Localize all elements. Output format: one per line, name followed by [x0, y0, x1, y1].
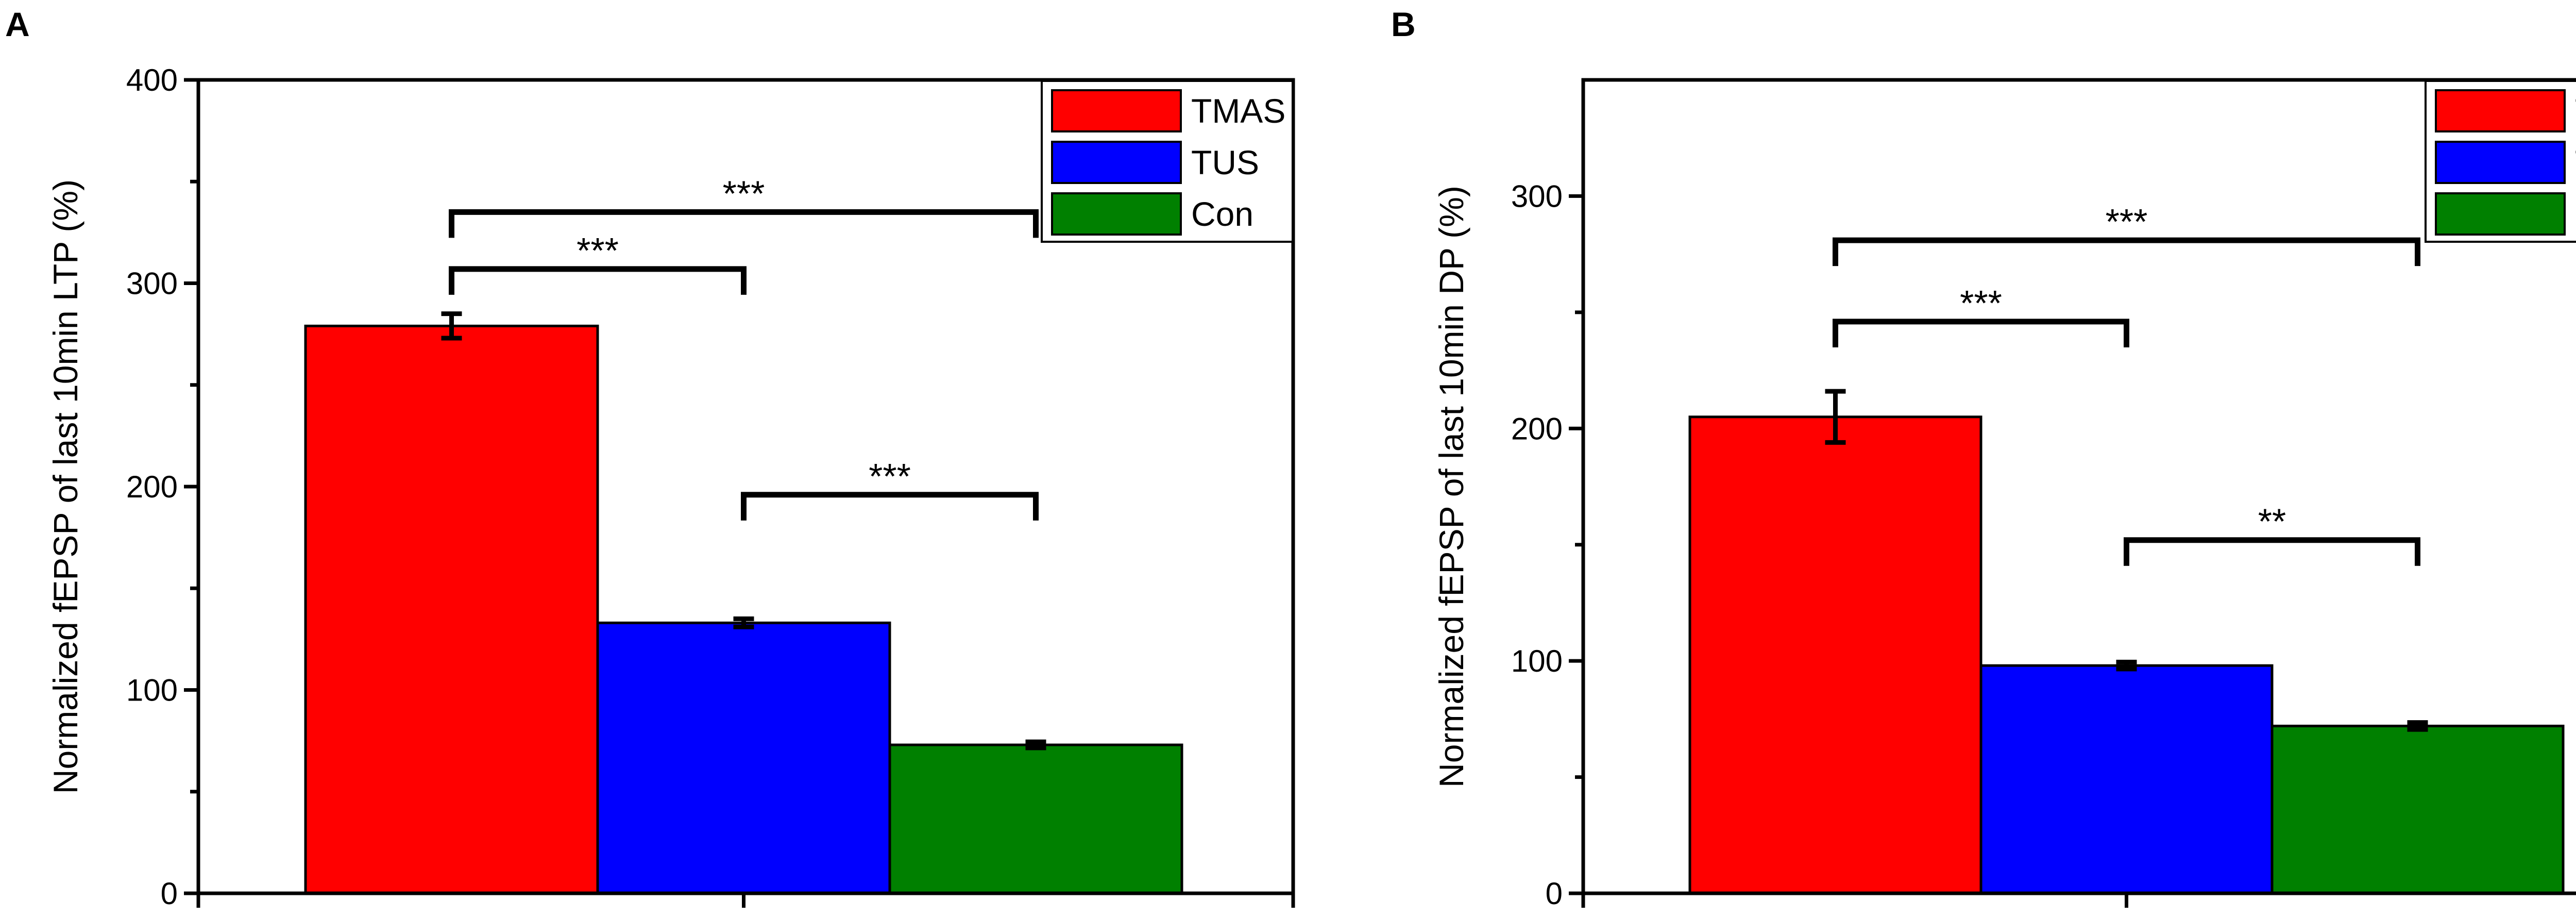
y-tick-label: 100 — [126, 673, 178, 708]
legend-swatch — [1051, 89, 1182, 132]
legend-item-tus: TUS — [1051, 141, 1259, 184]
significance-label: *** — [1960, 283, 2002, 323]
error-bar-tmas — [441, 311, 462, 341]
significance-bracket: *** — [449, 173, 1039, 238]
significance-bracket: ** — [2124, 502, 2420, 566]
legend-swatch — [2435, 89, 2566, 132]
significance-bracket: *** — [449, 230, 747, 295]
significance-line — [1833, 319, 2129, 347]
significance-line — [741, 492, 1039, 521]
y-tick-label: 0 — [1546, 876, 1563, 911]
legend: TMAS TUS Con — [1041, 80, 1294, 243]
legend-item-con: Con — [1051, 192, 1253, 236]
legend-label: TMAS — [1191, 92, 1285, 130]
significance-label: *** — [2106, 202, 2148, 242]
legend-label: TMAS — [2575, 92, 2576, 130]
panel-label: B — [1391, 5, 1416, 43]
bar-tus — [596, 621, 891, 895]
legend-item-tmas: TMAS — [2435, 89, 2576, 132]
legend-swatch — [1051, 141, 1182, 184]
bar-tmas — [1688, 415, 1982, 895]
legend-swatch — [2435, 141, 2566, 184]
legend-item-tus: TUS — [2435, 141, 2576, 184]
significance-line — [2124, 537, 2420, 566]
y-tick-label: 200 — [1511, 411, 1563, 446]
error-bar-tmas — [1825, 389, 1846, 445]
significance-line — [449, 266, 747, 295]
significance-bracket: *** — [741, 456, 1039, 521]
significance-bracket: *** — [1833, 283, 2129, 347]
legend-swatch — [2435, 192, 2566, 236]
legend-label: TUS — [2575, 143, 2576, 181]
significance-label: *** — [723, 173, 765, 213]
y-tick-label: 200 — [126, 470, 178, 504]
error-bar-tus — [733, 616, 754, 629]
bar-tmas — [304, 324, 599, 895]
legend-label: Con — [2575, 195, 2576, 233]
legend-label: TUS — [1191, 143, 1259, 181]
y-tick-label: 0 — [161, 876, 178, 911]
error-bar-tus — [2116, 659, 2137, 672]
panel-b: B 0 100 200 300 Normalized fEPSP of last 10mi… — [1391, 5, 2576, 911]
significance-bracket: *** — [1833, 202, 2420, 267]
legend-item-con: Con — [2435, 192, 2576, 236]
legend-item-tmas: TMAS — [1051, 89, 1285, 132]
legend-label: Con — [1191, 195, 1253, 233]
significance-line — [449, 209, 1039, 238]
error-bar-con — [1025, 739, 1046, 751]
bar-tus — [1979, 664, 2274, 895]
significance-label: ** — [2258, 502, 2286, 542]
plot-frame — [1581, 78, 2576, 895]
panel-label: A — [5, 5, 30, 43]
y-tick-label: 300 — [1511, 179, 1563, 213]
legend: TMAS TUS Con — [2425, 80, 2576, 243]
y-axis-label: Normalized fEPSP of last 10min LTP (%) — [46, 179, 84, 794]
panel-a: A 0 100 200 300 400 Normalized fEPSP of last 1… — [5, 5, 1295, 911]
bar-con — [2270, 724, 2565, 895]
error-bar-con — [2407, 720, 2428, 732]
y-tick-label: 400 — [126, 63, 178, 97]
bar-con — [888, 743, 1183, 895]
y-axis-label: Normalized fEPSP of last 10min DP (%) — [1432, 186, 1470, 788]
significance-label: *** — [869, 456, 911, 496]
legend-swatch — [1051, 192, 1182, 236]
significance-label: *** — [577, 230, 619, 271]
y-tick-label: 100 — [1511, 644, 1563, 678]
y-tick-label: 300 — [126, 267, 178, 301]
significance-line — [1833, 237, 2420, 267]
